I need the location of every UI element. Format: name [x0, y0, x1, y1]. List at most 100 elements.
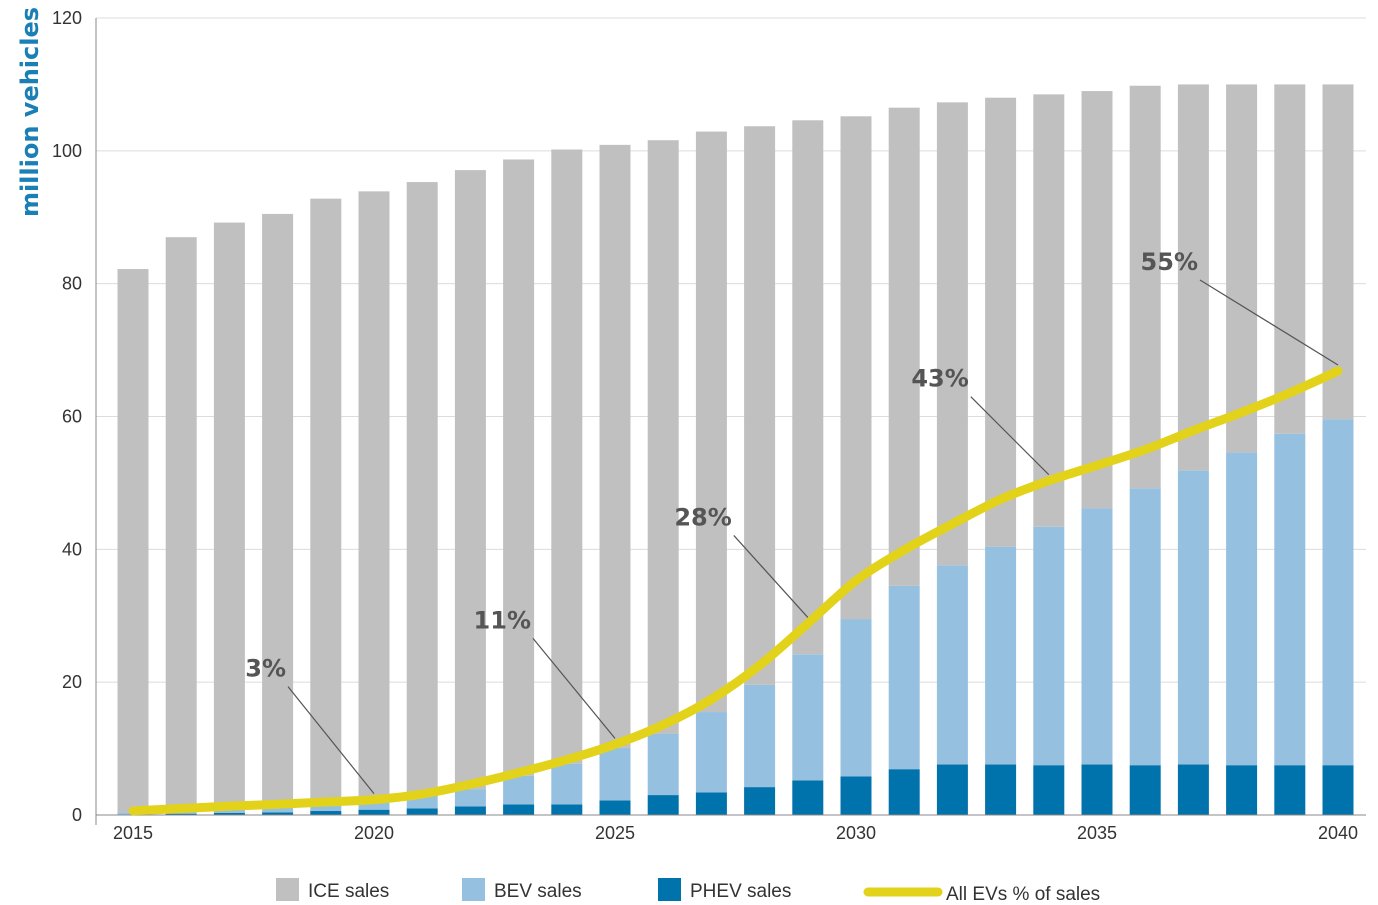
bev-salesbar-2037: [1177, 470, 1209, 765]
ice-salesbar-2020: [358, 191, 390, 800]
annotation-label: 11%: [474, 606, 531, 634]
bev-salesbar-2017: [213, 809, 245, 814]
phev-salesbar-2030: [840, 776, 872, 815]
phev-salesbar-2036: [1129, 765, 1161, 815]
bev-salesbar-2018: [262, 807, 294, 813]
ice-salesbar-2022: [454, 170, 486, 790]
annotation-leader: [970, 396, 1050, 476]
phev-salesbar-2035: [1081, 764, 1113, 815]
ice-salesbar-2029: [792, 120, 824, 655]
phev-salesbar-2034: [1033, 765, 1065, 815]
annotations: 3% 11% 28% 43% 55%: [245, 248, 1339, 795]
phev-salesbar-2024: [551, 804, 583, 815]
bev-salesbar-2034: [1033, 526, 1065, 766]
legend-swatch-ice-sales: [276, 878, 299, 901]
phev-salesbar-2039: [1274, 765, 1306, 815]
y-tick-label: 20: [62, 672, 82, 692]
phev-salesbar-2017: [213, 813, 245, 815]
phev-salesbar-2018: [262, 812, 294, 815]
bev-salesbar-2020: [358, 799, 390, 810]
ice-salesbar-2037: [1177, 84, 1209, 471]
ice-salesbar-2016: [165, 237, 197, 812]
legend-swatch-phev-sales: [658, 878, 681, 901]
bars: [117, 84, 1354, 815]
x-tick-label: 2020: [354, 823, 394, 843]
y-tick-label: 100: [52, 141, 82, 161]
ice-salesbar-2018: [262, 213, 294, 808]
ice-salesbar-2028: [744, 126, 776, 685]
legend-label-ice-sales: ICE sales: [308, 881, 389, 902]
ice-salesbar-2031: [888, 107, 920, 586]
ev-share-line-layer: [128, 366, 1343, 816]
bev-salesbar-2036: [1129, 488, 1161, 766]
annotation-leader: [733, 535, 809, 618]
bev-salesbar-2031: [888, 585, 920, 770]
annotation-label: 28%: [674, 503, 731, 531]
x-tick-label: 2040: [1318, 823, 1358, 843]
x-tick-label: 2035: [1077, 823, 1117, 843]
bev-salesbar-2032: [936, 565, 968, 765]
phev-salesbar-2029: [792, 780, 824, 815]
phev-salesbar-2027: [695, 792, 727, 815]
ice-salesbar-2038: [1226, 84, 1258, 453]
bev-salesbar-2024: [551, 763, 583, 805]
legend-label-bev-sales: BEV sales: [494, 881, 582, 902]
ice-salesbar-2032: [936, 102, 968, 566]
ev-share-line: [128, 366, 1343, 816]
phev-salesbar-2023: [503, 804, 535, 815]
ice-salesbar-2025: [599, 144, 631, 748]
ice-salesbar-2027: [695, 131, 727, 713]
phev-salesbar-2022: [454, 806, 486, 815]
ice-salesbar-2023: [503, 159, 535, 776]
x-tick-label: 2015: [113, 823, 153, 843]
y-tick-label: 40: [62, 539, 82, 559]
bev-salesbar-2038: [1226, 452, 1258, 766]
ice-salesbar-2026: [647, 140, 679, 734]
phev-salesbar-2031: [888, 769, 920, 815]
phev-salesbar-2016: [165, 813, 197, 815]
ice-salesbar-2036: [1129, 85, 1161, 489]
ice-salesbar-2024: [551, 149, 583, 764]
phev-salesbar-2020: [358, 809, 390, 815]
ice-salesbar-2033: [985, 97, 1017, 547]
phev-salesbar-2038: [1226, 765, 1258, 815]
y-tick-label: 80: [62, 274, 82, 294]
phev-salesbar-2040: [1322, 765, 1354, 815]
bev-salesbar-2022: [454, 789, 486, 807]
y-tick-label: 0: [72, 805, 82, 825]
ice-salesbar-2017: [213, 222, 245, 810]
ice-salesbar-2040: [1322, 84, 1354, 420]
bev-salesbar-2027: [695, 712, 727, 793]
bev-salesbar-2019: [310, 804, 342, 812]
ice-salesbar-2039: [1274, 84, 1306, 434]
bev-salesbar-2026: [647, 733, 679, 796]
phev-salesbar-2019: [310, 811, 342, 815]
bev-salesbar-2033: [985, 546, 1017, 765]
y-tick-label: 60: [62, 407, 82, 427]
bev-salesbar-2025: [599, 747, 631, 801]
phev-salesbar-2028: [744, 787, 776, 815]
annotation-label: 43%: [911, 365, 968, 393]
ice-salesbar-2015: [117, 269, 149, 813]
bev-salesbar-2030: [840, 619, 872, 777]
y-axis-title: million vehicles: [16, 7, 44, 217]
phev-salesbar-2037: [1177, 764, 1209, 815]
ice-salesbar-2019: [310, 198, 342, 805]
x-tick-label: 2025: [595, 823, 635, 843]
legend: PHEV sales BEV sales ICE sales All EVs % of…: [276, 878, 1100, 905]
phev-salesbar-2033: [985, 764, 1017, 815]
annotation-leader: [1199, 279, 1339, 366]
bev-salesbar-2035: [1081, 508, 1113, 765]
annotation-label: 55%: [1141, 248, 1198, 276]
ice-salesbar-2035: [1081, 91, 1113, 509]
y-tick-label: 120: [52, 8, 82, 28]
ice-salesbar-2030: [840, 116, 872, 620]
phev-salesbar-2021: [406, 808, 438, 815]
x-tick-label: 2030: [836, 823, 876, 843]
ice-salesbar-2034: [1033, 94, 1065, 527]
legend-label-all-evs-of-sales: All EVs % of sales: [946, 884, 1100, 905]
legend-swatch-bev-sales: [462, 878, 485, 901]
annotation-leader: [287, 686, 375, 795]
